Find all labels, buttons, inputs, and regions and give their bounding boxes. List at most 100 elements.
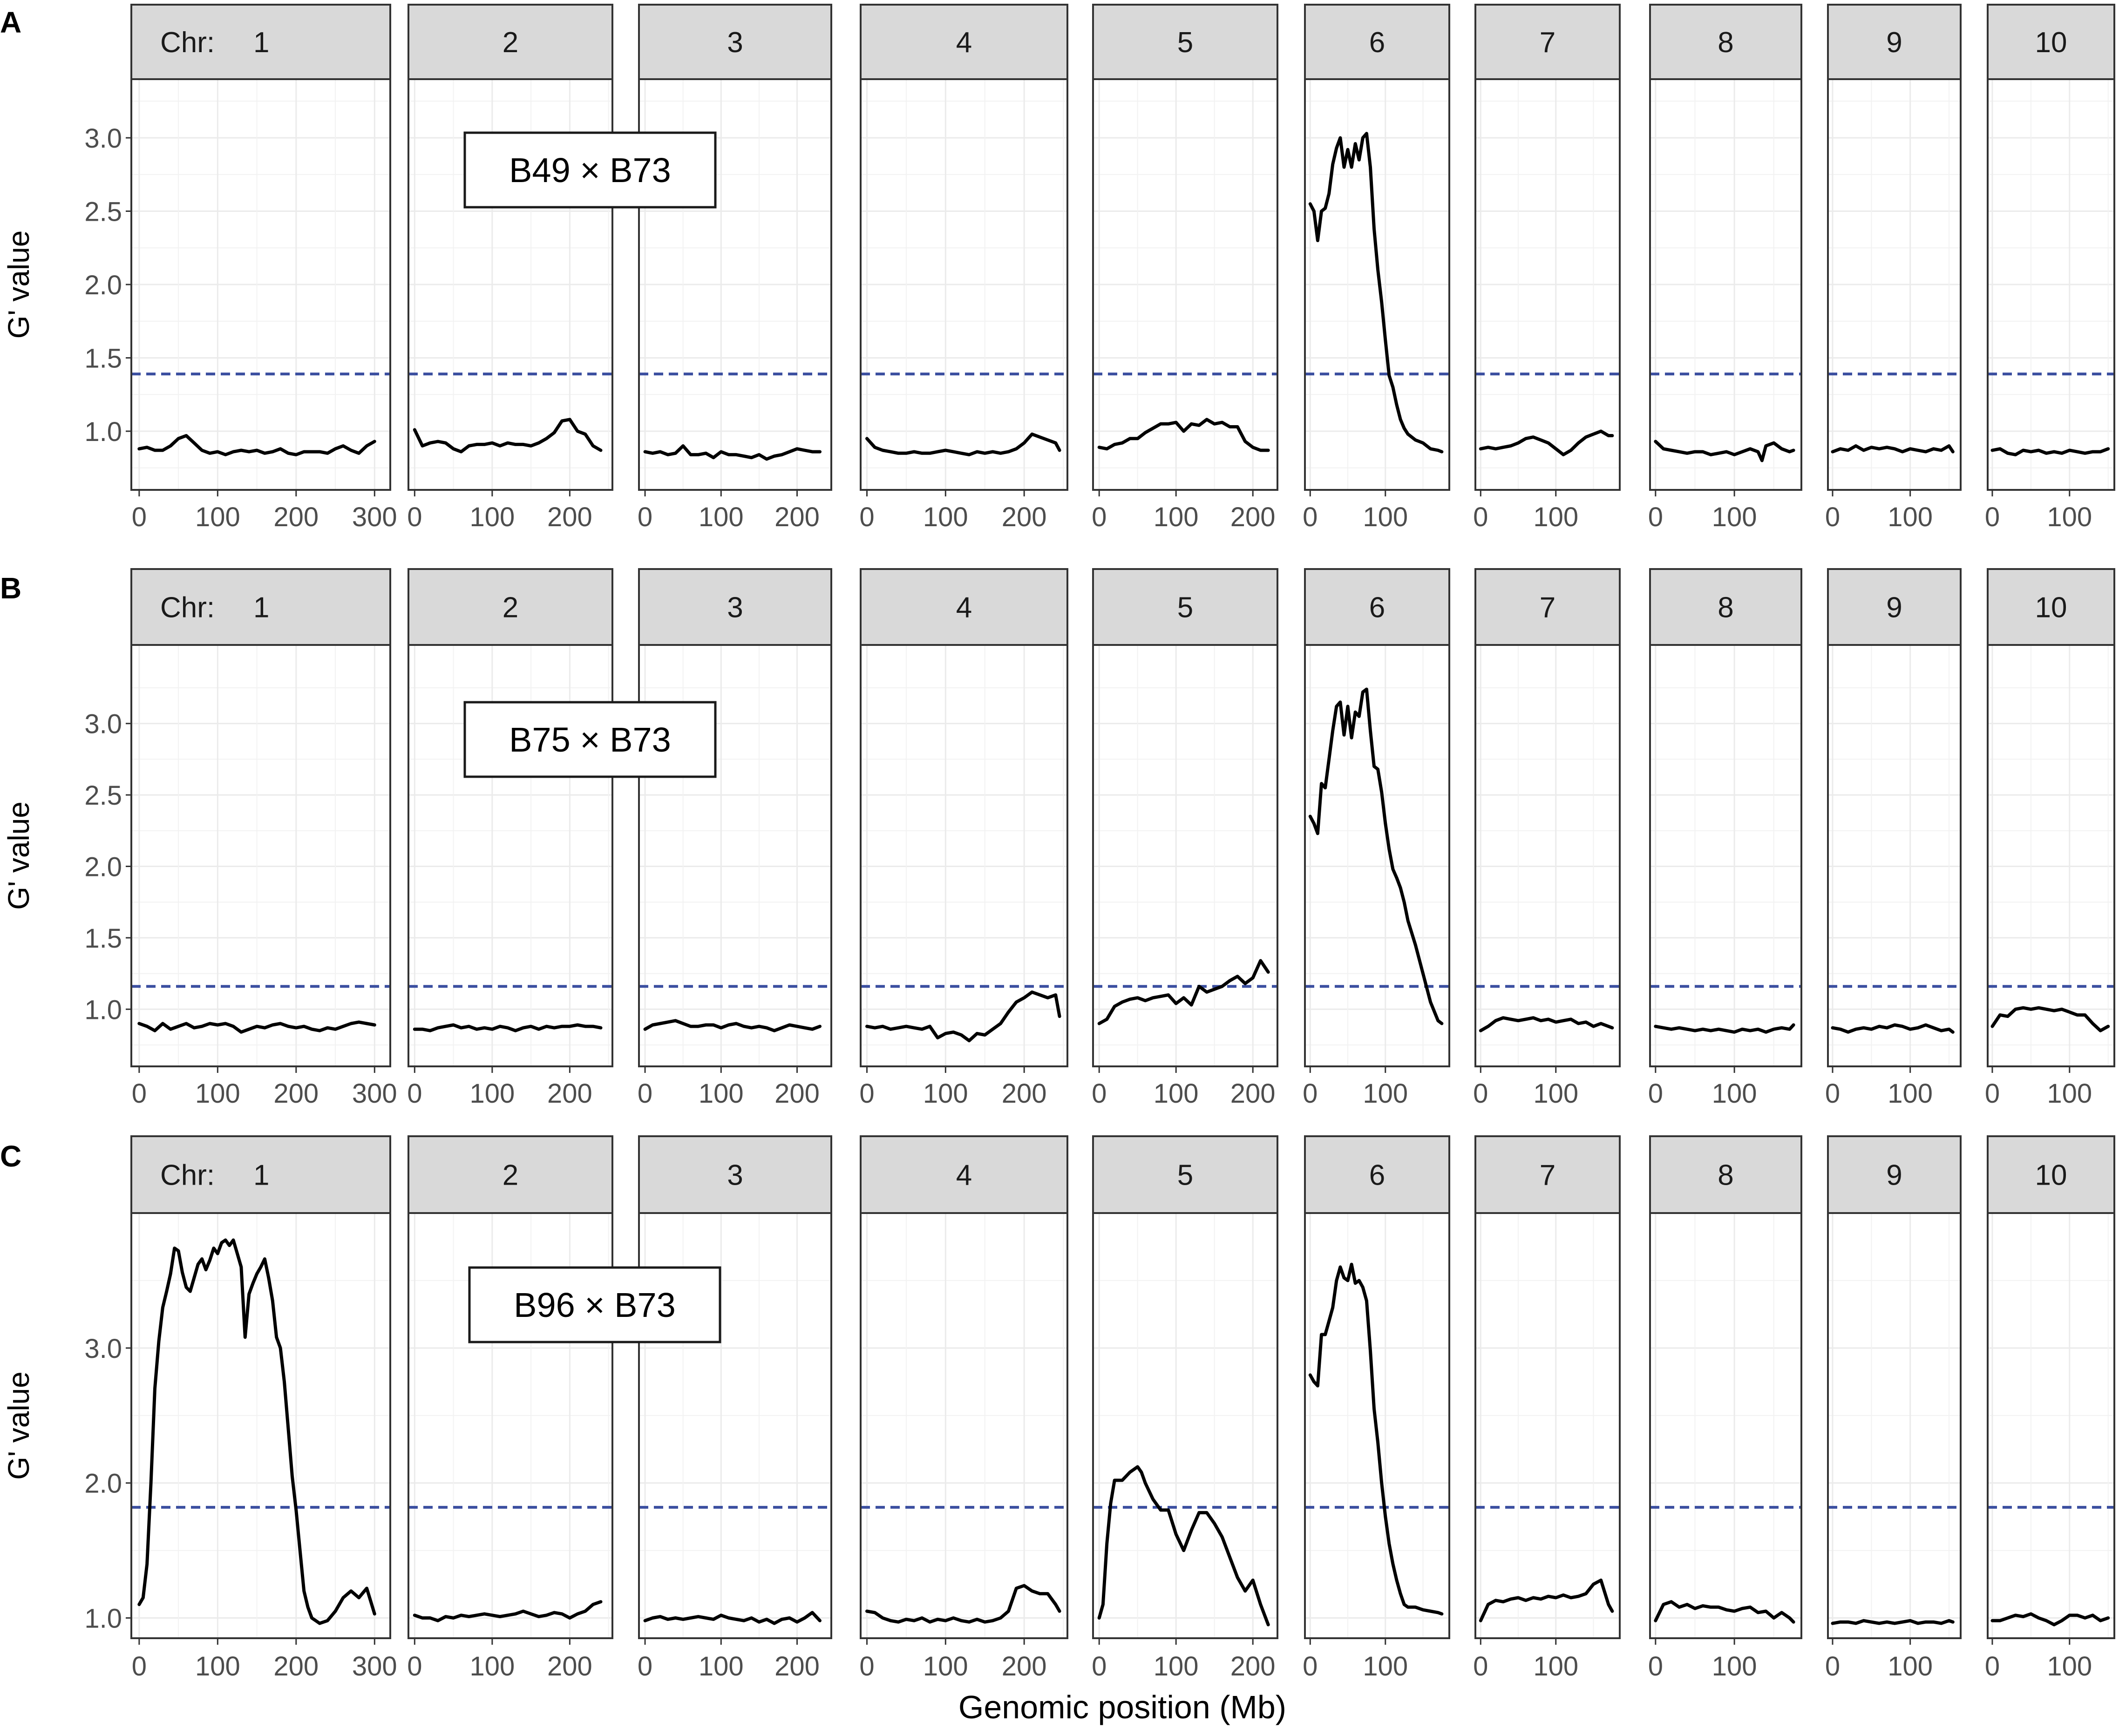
facet-strip: [1987, 568, 2115, 646]
facet-strip: [1304, 4, 1450, 80]
series-line-chr-1: [137, 434, 376, 456]
plot-area: [131, 645, 390, 1066]
x-tick-label: 200: [1230, 1078, 1276, 1109]
panel-letter: C: [0, 1139, 21, 1173]
x-tick-label: 100: [699, 1078, 744, 1109]
x-tick-label: 0: [1985, 502, 2000, 532]
plot-area: [1828, 645, 1961, 1066]
x-tick-label: 200: [1002, 502, 1047, 532]
y-axis-title: G' value: [2, 1371, 35, 1480]
series-line-chr-6: [1308, 687, 1444, 1025]
y-tick-label: 2.5: [84, 197, 122, 227]
facet-chr-5: 5 0 100 200: [1092, 4, 1278, 532]
facet-strip: [1092, 1135, 1278, 1214]
facet-strip: [1304, 1135, 1450, 1214]
facet-strip: [1827, 1135, 1962, 1214]
facet-chr-4: 4 0 100 200: [859, 1135, 1068, 1682]
series-line-chr-10: [1990, 447, 2110, 456]
x-tick-label: 100: [195, 1651, 240, 1682]
strip-label: 3: [727, 592, 743, 624]
facet-chr-1: Chr: 1 0 100 200 300: [130, 568, 397, 1109]
cross-label-text: B96 × B73: [514, 1286, 676, 1324]
facet-chr-3: 3 0 100 200: [638, 1135, 832, 1682]
x-tick-label: 0: [1825, 1651, 1840, 1682]
x-tick-label: 100: [1363, 1078, 1408, 1109]
facet-chr-1: Chr: 1 0 100 200 300: [130, 4, 397, 532]
y-tick-label: 2.0: [84, 1469, 122, 1499]
x-axis-title: Genomic position (Mb): [958, 1689, 1286, 1725]
strip-label: 6: [1369, 27, 1385, 59]
strip-label: 3: [727, 27, 743, 59]
facet-strip: [1827, 4, 1962, 80]
cross-label: B96 × B73: [468, 1266, 721, 1343]
facet-chr-6: 6 0 100: [1303, 568, 1450, 1109]
x-tick-label: 0: [1825, 502, 1840, 532]
series-line-chr-3: [643, 1611, 822, 1625]
y-tick-label: 1.5: [84, 923, 122, 954]
facet-chr-6: 6 0 100: [1303, 4, 1450, 532]
x-tick-label: 100: [1888, 1651, 1933, 1682]
x-tick-label: 200: [547, 1078, 592, 1109]
facet-strip: [638, 568, 832, 646]
facet-chr-2: 2 0 100 200: [407, 568, 613, 1109]
facet-strip: [1304, 568, 1450, 646]
x-tick-label: 0: [1985, 1078, 2000, 1109]
strip-label: 8: [1718, 1160, 1733, 1192]
x-tick-label: 300: [352, 1078, 397, 1109]
strip-label: 2: [503, 27, 518, 59]
facet-strip: [1092, 568, 1278, 646]
y-tick-label: 1.0: [84, 995, 122, 1025]
facet-strip: [130, 4, 391, 80]
x-tick-label: 0: [132, 1078, 147, 1109]
plot-area: [1093, 1213, 1277, 1638]
facet-strip: [1987, 1135, 2115, 1214]
panel-letter: A: [0, 6, 21, 39]
x-tick-label: 100: [2047, 1078, 2092, 1109]
strip-label: 1: [253, 27, 269, 59]
facet-chr-8: 8 0 100: [1648, 4, 1802, 532]
facet-strip: [860, 4, 1068, 80]
y-tick-label: 2.5: [84, 780, 122, 811]
y-tick-label: 2.0: [84, 852, 122, 882]
x-tick-label: 0: [638, 502, 652, 532]
series-line-chr-7: [1479, 429, 1614, 456]
x-tick-label: 100: [469, 1651, 515, 1682]
series-line-chr-1: [137, 1238, 376, 1625]
x-tick-label: 0: [1985, 1651, 2000, 1682]
strip-label: 1: [253, 1160, 269, 1192]
facet-strip: [638, 4, 832, 80]
facet-strip: [1827, 568, 1962, 646]
y-tick-label: 3.0: [84, 709, 122, 739]
x-tick-label: 0: [638, 1651, 652, 1682]
strip-label: 9: [1886, 27, 1902, 59]
series-line-chr-4: [865, 432, 1061, 456]
facet-chr-7: 7 0 100: [1473, 1135, 1621, 1682]
facet-chr-3: 3 0 100 200: [638, 568, 832, 1109]
x-tick-label: 100: [1533, 1078, 1578, 1109]
x-tick-label: 100: [1363, 1651, 1408, 1682]
facet-chr-8: 8 0 100: [1648, 1135, 1802, 1682]
x-tick-label: 100: [1154, 1078, 1199, 1109]
x-tick-label: 200: [547, 502, 592, 532]
facet-strip: [1092, 4, 1278, 80]
x-tick-label: 100: [2047, 502, 2092, 532]
y-tick-label: 1.5: [84, 344, 122, 374]
facet-strip: [1474, 1135, 1621, 1214]
x-tick-label: 200: [1002, 1078, 1047, 1109]
strip-label: 7: [1540, 592, 1555, 624]
x-tick-label: 100: [469, 502, 515, 532]
series-line-chr-4: [865, 990, 1061, 1043]
x-tick-label: 200: [273, 1651, 319, 1682]
facet-strip: [130, 1135, 391, 1214]
plot-area: [861, 1213, 1067, 1638]
series-line-chr-5: [1097, 959, 1270, 1025]
strip-label: 10: [2035, 592, 2067, 624]
y-tick-label: 1.0: [84, 1604, 122, 1634]
strip-label: 9: [1886, 1160, 1902, 1192]
x-tick-label: 0: [132, 502, 147, 532]
y-tick-label: 2.0: [84, 270, 122, 300]
x-tick-label: 100: [1363, 502, 1408, 532]
x-tick-label: 100: [469, 1078, 515, 1109]
